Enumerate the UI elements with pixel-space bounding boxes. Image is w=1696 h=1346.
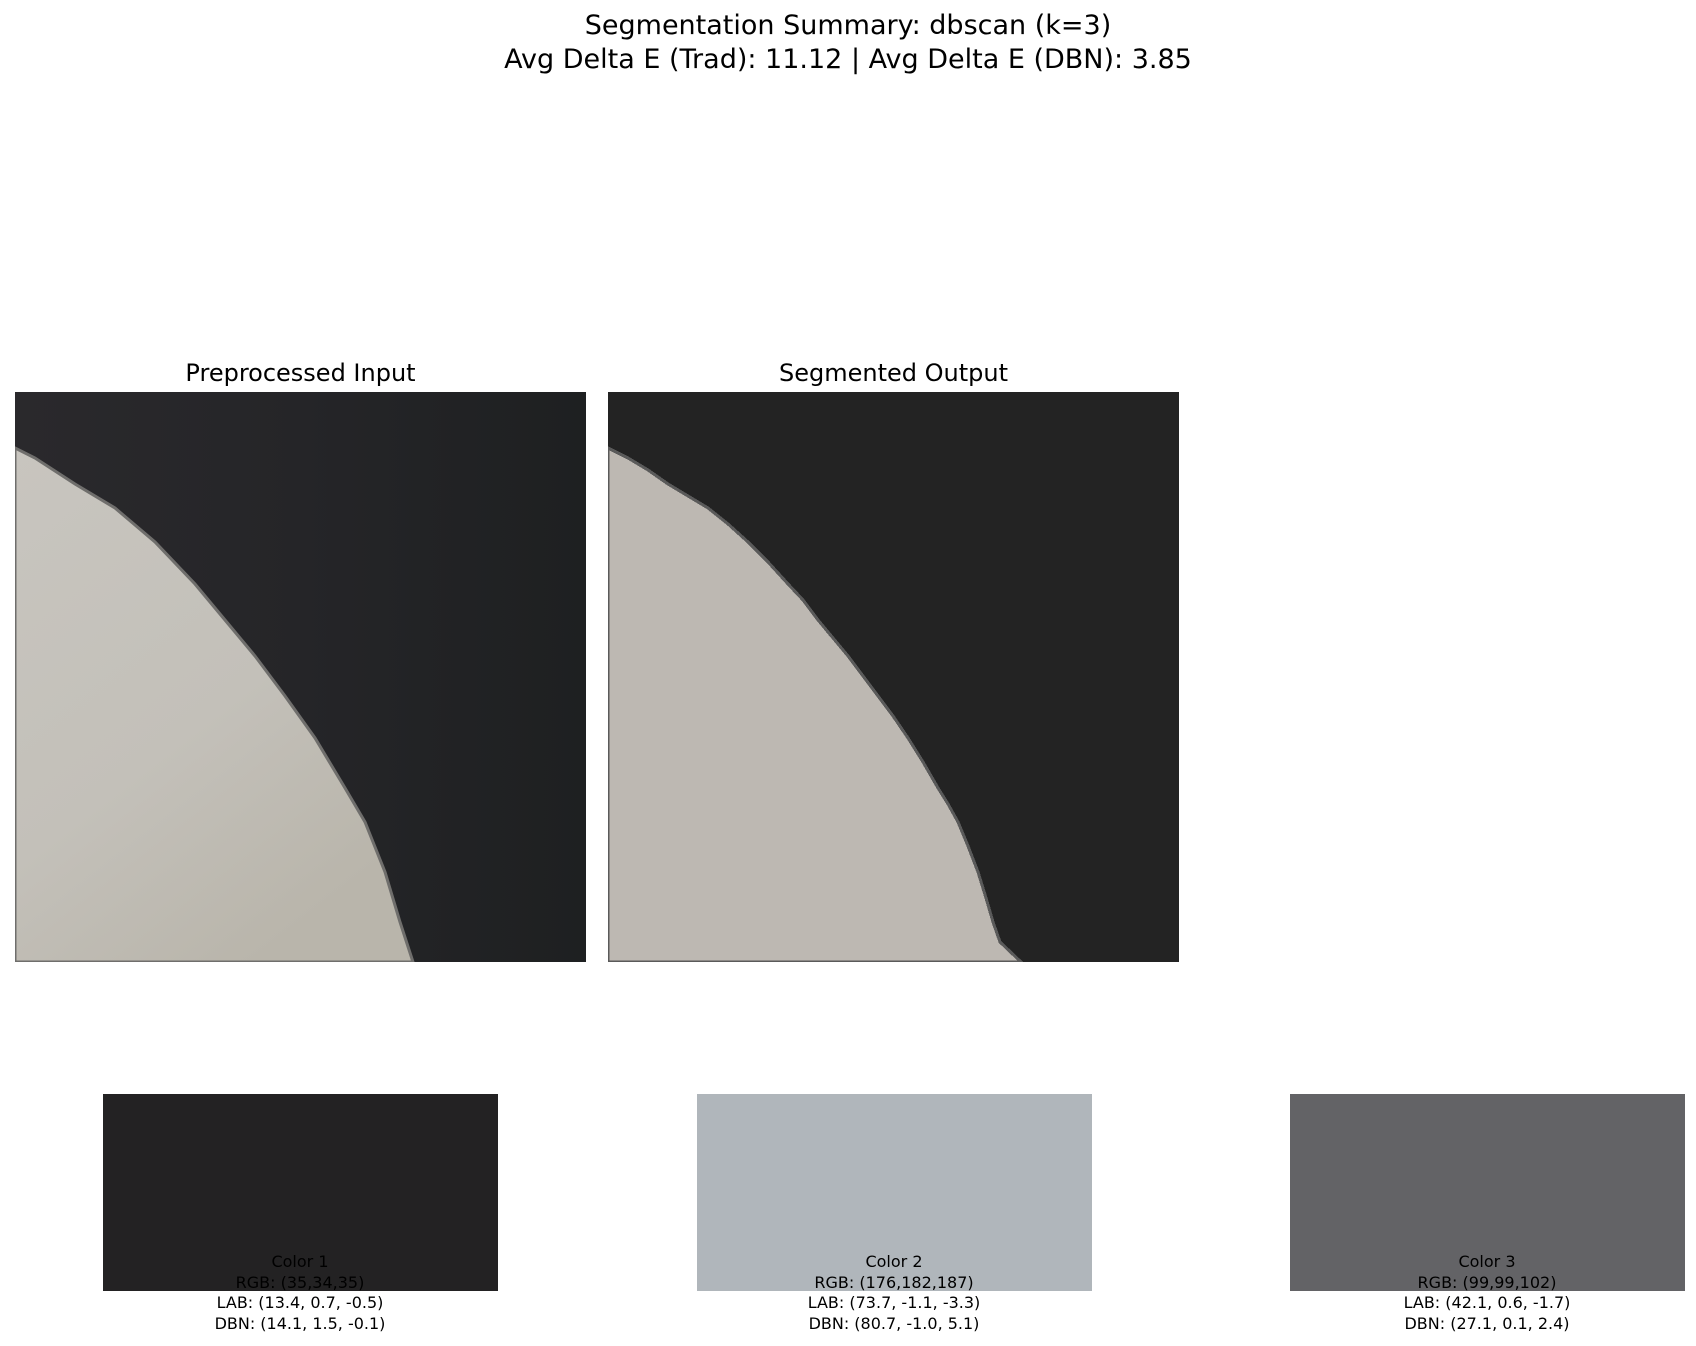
summary-title-line1: Segmentation Summary: dbscan (k=3) xyxy=(584,10,1112,41)
color-1-name: Color 1 xyxy=(271,1252,329,1271)
color-2-swatch xyxy=(697,1094,1092,1291)
color-3-swatch xyxy=(1290,1094,1685,1291)
preprocessed-input-graphic xyxy=(15,392,586,962)
preprocessed-input-image xyxy=(15,392,586,962)
color-1-label: Color 1 RGB: (35,34,35) LAB: (13.4, 0.7,… xyxy=(90,1252,510,1334)
color-1-rgb: RGB: (35,34,35) xyxy=(235,1272,365,1292)
color-2-name: Color 2 xyxy=(865,1252,923,1271)
color-3-name: Color 3 xyxy=(1458,1252,1516,1271)
color-3-lab: LAB: (42.1, 0.6, -1.7) xyxy=(1403,1293,1571,1312)
color-1-lab: LAB: (13.4, 0.7, -0.5) xyxy=(216,1293,384,1312)
color-3-dbn: DBN: (27.1, 0.1, 2.4) xyxy=(1404,1313,1570,1333)
input-light-region xyxy=(15,446,415,962)
color-2-lab: LAB: (73.7, -1.1, -3.3) xyxy=(807,1293,981,1312)
color-1-dbn: DBN: (14.1, 1.5, -0.1) xyxy=(214,1313,386,1333)
output-panel-title: Segmented Output xyxy=(779,359,1008,387)
color-2-rgb: RGB: (176,182,187) xyxy=(814,1272,974,1292)
color-2-label: Color 2 RGB: (176,182,187) LAB: (73.7, -… xyxy=(684,1252,1104,1334)
input-panel-title: Preprocessed Input xyxy=(185,359,416,387)
summary-title-line2: Avg Delta E (Trad): 11.12 | Avg Delta E … xyxy=(504,44,1192,75)
segmented-output-graphic xyxy=(608,392,1179,962)
color-2-dbn: DBN: (80.7, -1.0, 5.1) xyxy=(808,1313,980,1333)
output-light-region xyxy=(608,446,1024,962)
color-1-swatch xyxy=(103,1094,498,1291)
color-3-label: Color 3 RGB: (99,99,102) LAB: (42.1, 0.6… xyxy=(1277,1252,1696,1334)
color-3-rgb: RGB: (99,99,102) xyxy=(1417,1272,1557,1292)
segmented-output-image xyxy=(608,392,1179,962)
